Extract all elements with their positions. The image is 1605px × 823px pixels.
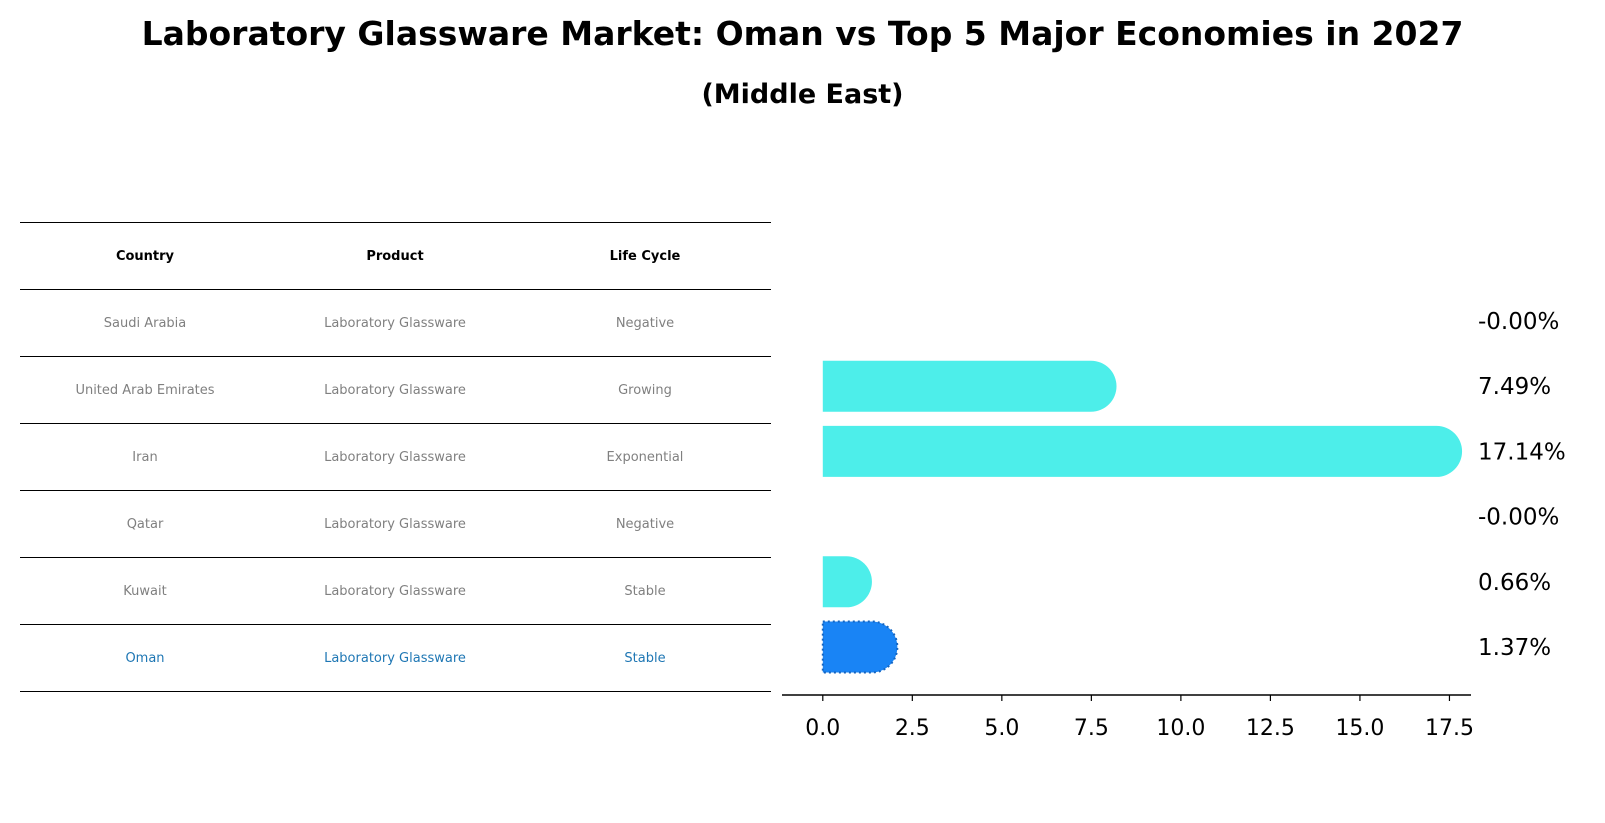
country-cell: Kuwait [123, 583, 167, 599]
life-cycle-cell: Stable [624, 583, 666, 599]
header-country: Country [115, 248, 175, 264]
value-label: 1.37% [1478, 635, 1551, 661]
bar-united-arab-emirates [822, 360, 1117, 412]
country-cell: United Arab Emirates [75, 382, 215, 398]
value-label: 7.49% [1478, 374, 1551, 400]
product-cell: Laboratory Glassware [324, 449, 466, 465]
table-row: Saudi Arabia Laboratory Glassware Negati… [20, 289, 771, 356]
bar-iran [822, 425, 1463, 477]
product-cell: Laboratory Glassware [324, 382, 466, 398]
life-cycle-cell: Negative [615, 516, 675, 532]
country-cell: Oman [125, 650, 165, 666]
bar-kuwait [822, 556, 872, 608]
x-tick-label: 15.0 [1335, 716, 1384, 741]
product-cell: Laboratory Glassware [324, 650, 466, 666]
x-tick-label: 5.0 [984, 716, 1019, 741]
value-label: 0.66% [1478, 570, 1551, 596]
country-cell: Iran [132, 449, 158, 465]
table-row-highlight: Oman Laboratory Glassware Stable [20, 624, 771, 692]
table-row: Kuwait Laboratory Glassware Stable [20, 557, 771, 624]
data-table: Country Product Life Cycle Saudi Arabia … [20, 222, 771, 692]
life-cycle-cell: Negative [615, 315, 675, 331]
table-row: United Arab Emirates Laboratory Glasswar… [20, 356, 771, 423]
header-life-cycle: Life Cycle [609, 248, 681, 264]
x-tick-label: 12.5 [1246, 716, 1295, 741]
value-label: -0.00% [1478, 505, 1559, 531]
x-tick-label: 17.5 [1425, 716, 1474, 741]
table-header-row: Country Product Life Cycle [20, 222, 771, 289]
table-row: Qatar Laboratory Glassware Negative [20, 490, 771, 557]
life-cycle-cell: Growing [618, 382, 672, 398]
country-cell: Qatar [126, 516, 164, 532]
x-tick-label: 0.0 [805, 716, 840, 741]
life-cycle-cell: Exponential [606, 449, 684, 465]
header-product: Product [366, 248, 424, 264]
x-tick-label: 10.0 [1156, 716, 1205, 741]
table-row: Iran Laboratory Glassware Exponential [20, 423, 771, 490]
product-cell: Laboratory Glassware [324, 583, 466, 599]
chart-subtitle: (Middle East) [701, 79, 904, 110]
bar-chart: -0.00% 7.49% 17.14% -0.00% 0.66% 1.37% 0.0 2.5 5… [782, 309, 1566, 741]
value-label: -0.00% [1478, 309, 1559, 335]
product-cell: Laboratory Glassware [324, 315, 466, 331]
bar-oman [821, 620, 899, 674]
x-tick-label: 2.5 [895, 716, 930, 741]
life-cycle-cell: Stable [624, 650, 666, 666]
country-cell: Saudi Arabia [103, 315, 187, 331]
x-tick-label: 7.5 [1074, 716, 1109, 741]
value-label: 17.14% [1478, 439, 1566, 465]
chart-title: Laboratory Glassware Market: Oman vs Top… [141, 14, 1464, 53]
product-cell: Laboratory Glassware [324, 516, 466, 532]
